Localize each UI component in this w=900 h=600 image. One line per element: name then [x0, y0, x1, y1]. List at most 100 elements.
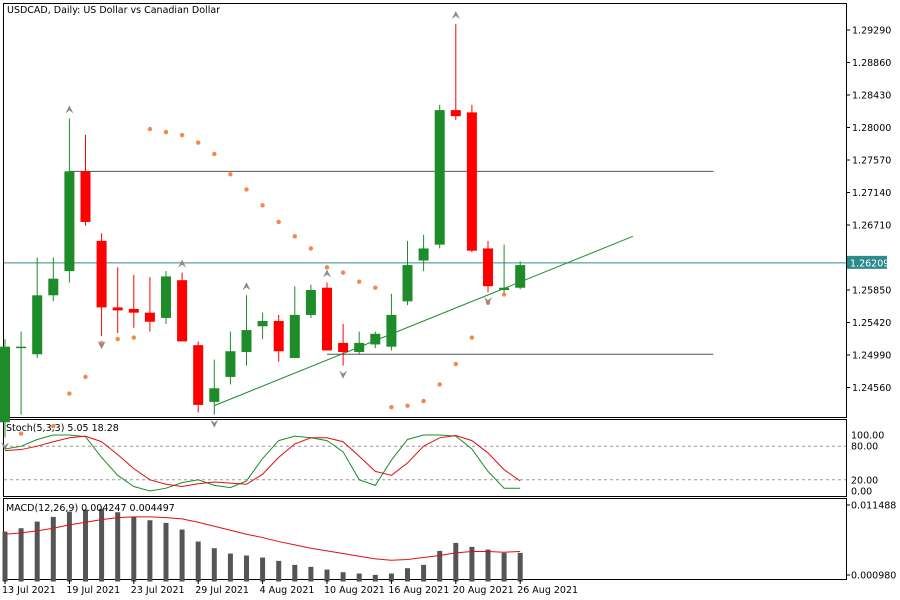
- y-axis-tick-label: 1.25420: [852, 318, 891, 329]
- macd-histogram-bar: [372, 574, 378, 582]
- psar-dot: [405, 403, 410, 408]
- x-axis-tick-label: 13 Jul 2021: [2, 585, 56, 596]
- macd-histogram-bar: [437, 550, 443, 582]
- fractal-down-arrow: [339, 370, 348, 379]
- macd-histogram-bar: [179, 529, 185, 582]
- macd-pane-title: MACD(12,26,9) 0.004247 0.004497: [6, 503, 175, 514]
- macd-histogram-bar: [2, 531, 8, 582]
- psar-dot: [308, 246, 314, 251]
- macd-histogram-bar: [34, 521, 40, 582]
- macd-histogram-bar: [115, 512, 121, 582]
- macd-tick-label: 0.000980: [851, 571, 896, 582]
- candle-body: [305, 290, 316, 315]
- stoch-tick-label: 20.00: [851, 475, 878, 486]
- macd-histogram-bar: [244, 555, 249, 582]
- macd-histogram-bar: [18, 528, 24, 582]
- candle-body: [144, 312, 155, 322]
- candle-body: [16, 346, 27, 349]
- psar-dot: [437, 382, 442, 387]
- y-axis-tick-label: 1.25850: [852, 286, 891, 297]
- macd-histogram-bar: [517, 552, 523, 582]
- axis-labels: 1.29290 1.28860 1.28430 1.28000 1.27570 1.271…: [2, 26, 896, 597]
- candle-body: [499, 287, 510, 290]
- stoch-main-line: [4, 434, 521, 492]
- macd-histogram-bar: [405, 568, 410, 582]
- macd-histogram-bar: [308, 566, 314, 582]
- candle-body: [450, 110, 461, 117]
- stoch-tick-label: 80.00: [851, 442, 878, 453]
- macd-histogram-bar: [147, 520, 153, 582]
- y-axis-tick-label: 1.27140: [852, 188, 891, 199]
- fractal-down-arrow: [97, 341, 106, 350]
- candle-body: [193, 345, 204, 405]
- x-axis-tick-label: 29 Jul 2021: [195, 585, 249, 596]
- candle-body: [338, 342, 349, 352]
- macd-histogram-bar: [453, 542, 459, 582]
- stoch-pane-frame: [3, 419, 847, 497]
- candle-body: [402, 265, 413, 302]
- macd-histogram-bar: [260, 557, 266, 582]
- candle-body: [273, 320, 284, 352]
- macd-histogram-bar: [66, 511, 72, 582]
- psar-dot: [357, 279, 362, 284]
- candle-body: [515, 265, 526, 288]
- macd-histogram-bar: [131, 516, 137, 582]
- y-axis-tick-label: 1.24990: [852, 351, 891, 362]
- x-axis-tick-label: 19 Jul 2021: [66, 585, 120, 596]
- fractal-up-arrow: [451, 10, 460, 19]
- candle-body: [370, 333, 381, 345]
- candle-body: [418, 248, 429, 261]
- main-price-pane: [0, 10, 846, 451]
- candle-body: [96, 240, 107, 308]
- psar-dot: [212, 151, 217, 157]
- psar-dot: [501, 292, 507, 297]
- fractal-up-arrow: [65, 105, 74, 114]
- macd-histogram-bar: [356, 573, 362, 582]
- y-axis-tick-label: 1.28860: [852, 58, 891, 69]
- candle-body: [0, 346, 10, 423]
- psar-dot: [163, 129, 169, 135]
- trend-line: [214, 235, 634, 407]
- main-pane-frame: [3, 3, 847, 418]
- stochastic-pane: [4, 434, 846, 492]
- psar-dot: [51, 423, 56, 429]
- x-axis-tick-label: 16 Aug 2021: [388, 585, 449, 596]
- psar-dot: [453, 361, 458, 367]
- macd-histogram-bar: [388, 573, 394, 582]
- candle-body: [483, 248, 493, 287]
- y-axis-tick-label: 1.26710: [852, 221, 891, 232]
- psar-dot: [340, 270, 346, 275]
- candle-body: [80, 171, 91, 222]
- candle-body: [241, 330, 252, 352]
- candle-body: [209, 388, 220, 402]
- candle-body: [48, 278, 59, 296]
- macd-tick-label: 0.011488: [851, 501, 896, 512]
- macd-histogram-bar: [501, 552, 507, 582]
- candle-body: [354, 342, 365, 352]
- y-axis-tick-label: 1.24560: [852, 383, 891, 394]
- macd-histogram-bar: [340, 572, 346, 582]
- y-axis-tick-label: 1.29290: [852, 26, 891, 37]
- fractal-up-arrow: [323, 269, 331, 278]
- macd-pane: [2, 508, 523, 582]
- candle-body: [32, 295, 43, 355]
- macd-histogram-bar: [485, 549, 491, 582]
- x-axis-tick-label: 23 Jul 2021: [131, 585, 185, 596]
- candle-body: [64, 171, 75, 272]
- fractal-down-arrow: [484, 297, 492, 306]
- main-chart-title: USDCAD, Daily: US Dollar vs Canadian Dol…: [7, 5, 220, 16]
- candle-body: [128, 308, 139, 313]
- candle-body: [177, 280, 188, 342]
- psar-dot: [179, 132, 185, 138]
- macd-histogram-bar: [227, 553, 233, 582]
- psar-dot: [83, 374, 88, 380]
- fractal-up-arrow: [242, 282, 251, 291]
- macd-histogram-bar: [50, 516, 56, 582]
- macd-signal-line: [4, 516, 521, 561]
- y-axis-tick-label: 1.27570: [852, 156, 891, 167]
- stoch-signal-line: [4, 435, 521, 488]
- psar-dot: [147, 126, 153, 132]
- psar-dot: [228, 172, 233, 177]
- psar-dot: [196, 140, 201, 145]
